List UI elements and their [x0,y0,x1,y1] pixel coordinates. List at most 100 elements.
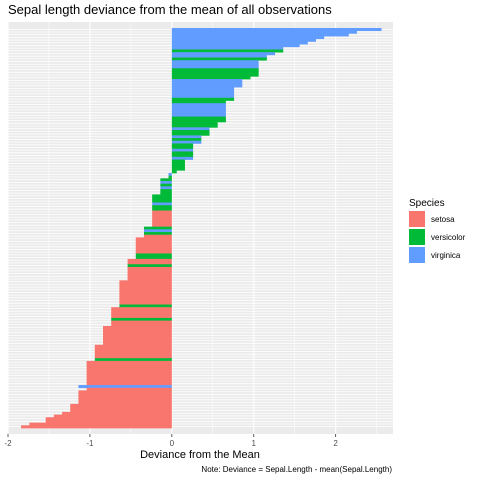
bar-versicolor [152,205,172,209]
bar-setosa [103,325,172,330]
bar-versicolor [171,167,185,171]
bar-setosa [127,266,172,270]
bar-setosa [103,336,172,340]
bar-setosa [86,366,172,370]
bar-setosa [86,374,172,378]
bar-versicolor [171,68,259,72]
bar-setosa [45,419,172,423]
bars [21,28,382,429]
bar-setosa [152,218,172,222]
bar-versicolor [111,317,172,321]
legend-title: Species [409,198,445,209]
bar-virginica [171,36,325,40]
bar-versicolor [171,164,185,168]
bar-setosa [152,210,172,214]
bar-setosa [103,331,172,335]
legend-label-setosa: setosa [431,215,455,224]
bar-virginica [171,30,357,34]
bar-setosa [103,342,172,346]
bar-virginica [171,52,276,56]
bar-versicolor [135,253,172,257]
bar-setosa [103,334,172,338]
x-tick-label: 2 [333,439,338,448]
bar-setosa [103,339,172,343]
bar-versicolor [171,170,177,174]
bar-versicolor [171,100,226,104]
bar-virginica [171,108,226,112]
bar-versicolor [171,138,202,142]
bar-setosa [152,221,172,225]
bar-versicolor [160,183,172,187]
x-tick-label: 0 [170,439,175,448]
bar-setosa [78,398,172,402]
bar-virginica [171,156,194,160]
bar-versicolor [127,264,172,268]
bar-virginica [152,202,172,206]
bar-versicolor [135,256,172,260]
bar-virginica [171,62,259,66]
bar-virginica [171,65,259,69]
bar-versicolor [168,175,172,179]
bar-versicolor [171,73,259,77]
bar-setosa [135,248,172,252]
bar-setosa [127,272,172,276]
bar-setosa [152,223,172,228]
bar-setosa [119,291,172,295]
bar-virginica [171,92,235,96]
legend-entries: setosa versicolor virginica [409,211,466,263]
bar-versicolor [171,130,210,134]
bar-versicolor [171,57,267,61]
bar-setosa [78,395,172,399]
bar-setosa [86,371,172,375]
bar-virginica [171,41,308,45]
legend-key-setosa [409,211,425,227]
bar-versicolor [119,304,172,308]
bar-setosa [94,344,172,348]
bar-setosa [152,213,172,217]
bar-setosa [78,393,172,397]
bar-setosa [86,379,172,383]
bar-versicolor [171,124,218,128]
bar-virginica [171,135,202,139]
bar-virginica [171,81,243,85]
bar-setosa [127,258,172,262]
bar-versicolor [171,143,194,147]
bar-versicolor [143,232,172,236]
bar-versicolor [152,207,172,211]
bar-setosa [103,328,172,332]
bar-setosa [94,352,172,356]
bar-setosa [127,269,172,273]
bar-setosa [45,417,172,421]
bar-versicolor [171,151,194,155]
bar-setosa [29,422,172,426]
bar-setosa [86,376,172,381]
bar-virginica [171,105,226,109]
bar-versicolor [171,159,185,163]
bar-versicolor [171,119,226,123]
chart-caption: Note: Deviance = Sepal.Length - mean(Sep… [201,465,392,474]
bar-versicolor [171,132,210,136]
bar-versicolor [171,146,194,150]
bar-setosa [127,274,172,279]
bar-virginica [143,229,172,233]
bar-versicolor [160,178,172,182]
bar-setosa [70,406,172,410]
bar-setosa [135,237,172,241]
bar-setosa [111,315,172,319]
bar-virginica [171,44,300,48]
bar-virginica [171,87,235,91]
bar-setosa [127,277,172,281]
bar-virginica [171,79,243,83]
bar-setosa [86,360,172,364]
bar-versicolor [152,197,172,201]
bar-setosa [86,387,172,391]
bar-setosa [78,401,172,405]
legend-label-virginica: virginica [431,251,461,260]
bar-versicolor [171,116,226,120]
bar-versicolor [94,358,172,362]
bar-setosa [53,414,172,418]
bar-virginica [171,33,349,37]
bar-setosa [111,312,172,316]
bar-setosa [78,390,172,394]
